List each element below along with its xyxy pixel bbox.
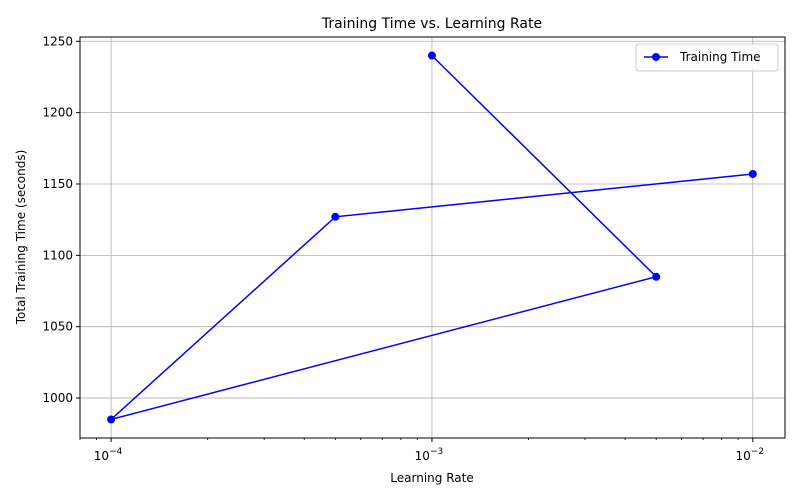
x-tick-label: 10−2 [736, 447, 765, 463]
data-point [748, 169, 757, 178]
y-axis: 1000 1050 1100 1150 1200 1250 [42, 34, 80, 405]
y-tick-label: 1150 [42, 177, 73, 191]
legend-box [635, 43, 779, 72]
legend: Training Time [635, 43, 779, 72]
y-axis-label: Total Training Time (seconds) [14, 150, 28, 326]
x-tick-label: 10−3 [415, 447, 444, 463]
plot-frame [79, 36, 786, 439]
x-tick-label: 10−4 [94, 447, 123, 463]
x-axis-label: Learning Rate [390, 471, 473, 485]
data-point [652, 272, 661, 281]
data-point [331, 212, 340, 221]
y-tick-label: 1000 [42, 391, 73, 405]
y-tick-label: 1200 [42, 106, 73, 120]
data-point [427, 51, 436, 60]
legend-marker-sample [652, 53, 660, 61]
y-tick-label: 1050 [42, 320, 73, 334]
legend-entry-training-time: Training Time [679, 50, 761, 64]
y-tick-label: 1250 [42, 34, 73, 48]
grid [80, 37, 785, 438]
series-layer [107, 51, 757, 424]
y-tick-label: 1100 [42, 248, 73, 262]
data-point [107, 415, 116, 424]
x-axis: 10−4 10−3 10−2 [79, 438, 765, 463]
chart-title: Training Time vs. Learning Rate [321, 16, 542, 32]
